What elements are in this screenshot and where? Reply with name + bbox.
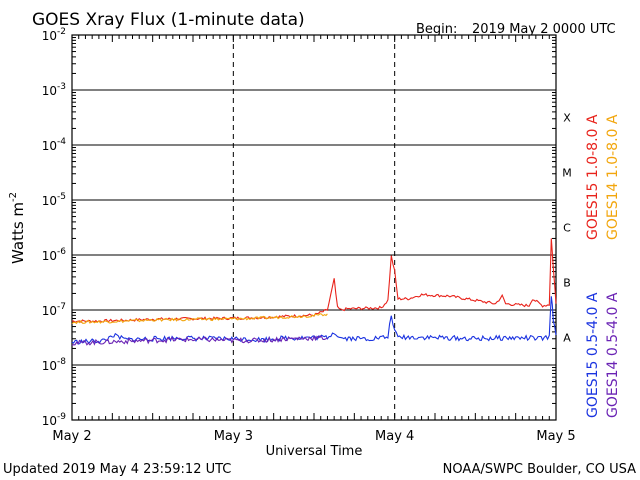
- updated-text: Updated 2019 May 4 23:59:12 UTC: [3, 462, 231, 477]
- x-tick-label-0: May 2: [52, 429, 91, 444]
- y-tick-label-1e-4: 10-4: [42, 137, 67, 153]
- flare-class-X: X: [563, 112, 571, 125]
- series-lines: [71, 238, 557, 346]
- flare-class-B: B: [563, 277, 571, 290]
- x-tick-label-2: May 4: [375, 429, 414, 444]
- series-line-3: [71, 335, 328, 346]
- svg-text:Watts m-2: Watts m-2: [8, 192, 27, 264]
- legend-long-channel: GOES15 1.0-8.0 A GOES14 1.0-8.0 A: [585, 114, 621, 240]
- series-line-1: [71, 313, 328, 325]
- y-tick-label-1e-9: 10-9: [42, 412, 67, 428]
- legend-bottom-1: GOES14 0.5-4.0 A: [605, 292, 621, 418]
- x-axis-label: Universal Time: [266, 444, 363, 459]
- x-tick-label-3: May 5: [536, 429, 575, 444]
- y-tick-label-1e-8: 10-8: [42, 357, 67, 373]
- y-axis-label: Watts m-2: [8, 192, 27, 264]
- y-tick-label-1e-3: 10-3: [42, 82, 66, 98]
- y-tick-label-1e-7: 10-7: [42, 302, 66, 318]
- legend-short-channel: GOES15 0.5-4.0 A GOES14 0.5-4.0 A: [585, 292, 621, 418]
- y-axis-label-exp: -2: [8, 192, 19, 202]
- y-tick-label-1e-5: 10-5: [42, 192, 66, 208]
- flare-class-labels: X M C B A: [562, 112, 572, 345]
- legend-right-0: GOES15 1.0-8.0 A: [585, 114, 601, 240]
- flare-class-A: A: [563, 332, 571, 345]
- y-tick-label-1e-6: 10-6: [42, 247, 67, 263]
- flare-class-M: M: [562, 167, 572, 180]
- credit-text: NOAA/SWPC Boulder, CO USA: [443, 462, 636, 477]
- begin-label: Begin:: [416, 22, 457, 37]
- y-tick-label-1e-2: 10-2: [42, 27, 66, 43]
- x-ticks: May 2 May 3 May 4 May 5: [52, 35, 576, 444]
- legend-right-1: GOES14 1.0-8.0 A: [605, 114, 621, 240]
- y-axis-label-main: Watts m: [9, 202, 27, 264]
- grid-lines: [72, 89, 556, 366]
- chart-title: GOES Xray Flux (1-minute data): [32, 10, 305, 30]
- legend-bottom-0: GOES15 0.5-4.0 A: [585, 292, 601, 418]
- plot-frame: [71, 34, 557, 421]
- begin-value: 2019 May 2 0000 UTC: [472, 22, 616, 37]
- x-tick-label-1: May 3: [214, 429, 253, 444]
- flare-class-C: C: [563, 222, 571, 235]
